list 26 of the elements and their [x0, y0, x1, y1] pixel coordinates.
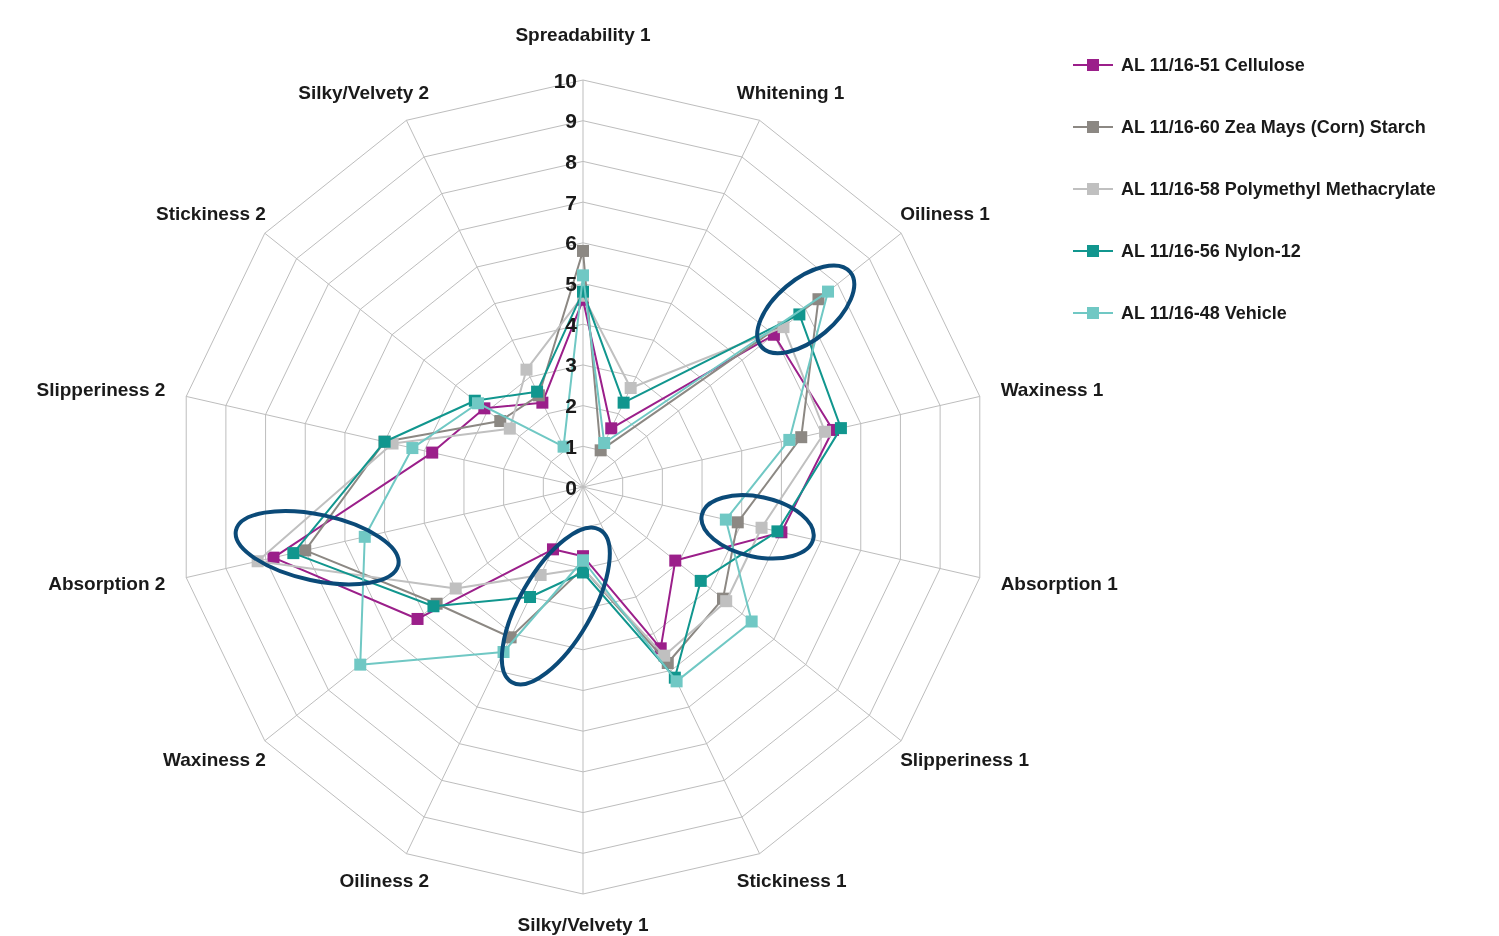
spoke-label: Slipperiness 2 — [36, 378, 166, 400]
spoke-label: Absorption 1 — [1000, 573, 1119, 595]
y-tick-label: 10 — [553, 68, 577, 92]
y-tick-label: 5 — [565, 272, 578, 295]
spoke-label: Whitening 1 — [736, 81, 845, 103]
spoke-label: Silky/Velvety 1 — [517, 913, 649, 935]
spoke-label: Absorption 2 — [48, 573, 166, 595]
spoke-label: Waxiness 2 — [163, 748, 266, 770]
legend-label: AL 11/16-48 Vehicle — [1121, 303, 1287, 323]
y-tick-label: 0 — [565, 475, 577, 499]
spoke-label: Silky/Velvety 2 — [298, 81, 430, 103]
legend-label: AL 11/16-60 Zea Mays (Corn) Starch — [1121, 117, 1426, 137]
spoke-label: Stickiness 2 — [156, 203, 266, 225]
spoke-label: Slipperiness 1 — [900, 748, 1030, 770]
spoke-label: Waxiness 1 — [1000, 378, 1104, 400]
y-tick-label: 8 — [565, 149, 578, 173]
spoke-label: Oiliness 1 — [900, 203, 991, 225]
spoke-label: Oiliness 2 — [339, 870, 430, 892]
legend-label: AL 11/16-56 Nylon-12 — [1121, 241, 1301, 261]
y-tick-label: 6 — [565, 231, 577, 255]
spoke-label: Spreadability 1 — [515, 24, 652, 46]
legend-label: AL 11/16-51 Cellulose — [1121, 55, 1305, 75]
spoke-label: Stickiness 1 — [736, 870, 848, 892]
legend-label: AL 11/16-58 Polymethyl Methacrylate — [1121, 179, 1436, 199]
y-tick-label: 7 — [565, 190, 577, 214]
y-tick-label: 9 — [565, 109, 577, 133]
